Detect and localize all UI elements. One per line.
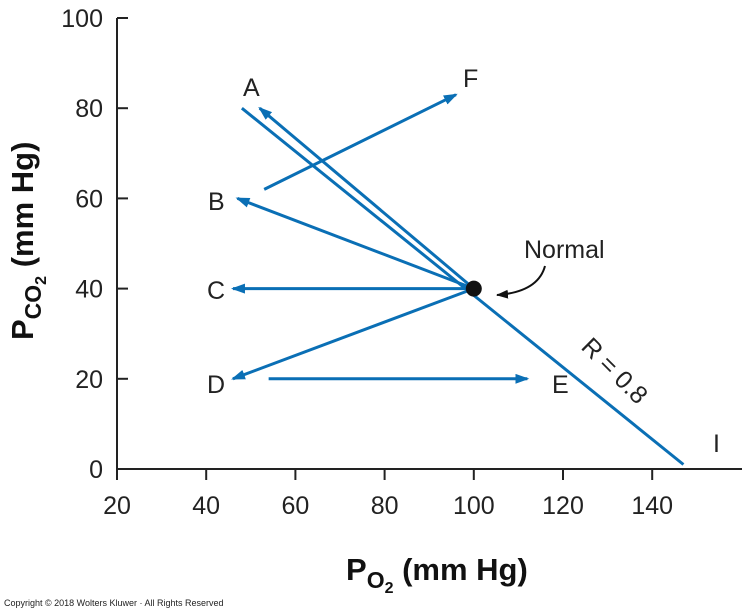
y-axis-title: PCO2 (mm Hg) [5,142,50,340]
y-tick-label: 80 [75,95,103,123]
y-tick-label: 40 [75,276,103,304]
x-tick-label: 60 [281,492,309,520]
y-tick-label: 0 [89,456,103,484]
plot-series [230,93,685,466]
x-tick-label: 140 [631,492,673,520]
y-tick-label: 20 [75,366,103,394]
normal-pointer-arrow [496,265,546,299]
arrow-b [235,196,475,291]
x-tick-label: 100 [453,492,495,520]
y-tick-label: 60 [75,185,103,213]
arrow-label-d: D [207,371,225,399]
arrow-label-f: F [463,65,478,93]
point-labels: R = 0.8 I A B C D E F Normal [207,65,720,458]
x-tick-label: 120 [542,492,584,520]
r-line [240,107,685,466]
x-axis-title: PO2 (mm Hg) [346,552,528,597]
arrow-label-b: B [208,188,225,216]
x-tick-label: 20 [103,492,131,520]
arrow-label-e: E [552,371,569,399]
arrow-a [258,106,475,290]
arrow-f [263,93,458,191]
arrow-label-c: C [207,277,225,305]
r-line-end-label: I [713,430,720,458]
arrow-d [231,287,475,381]
y-tick-label: 100 [61,5,103,33]
normal-label: Normal [524,236,605,264]
x-tick-label: 80 [371,492,399,520]
x-tick-label: 40 [192,492,220,520]
normal-point [465,280,482,297]
arrow-label-a: A [243,74,260,102]
r-line-label: R = 0.8 [576,332,653,409]
copyright-notice: Copyright © 2018 Wolters Kluwer · All Ri… [4,598,224,608]
